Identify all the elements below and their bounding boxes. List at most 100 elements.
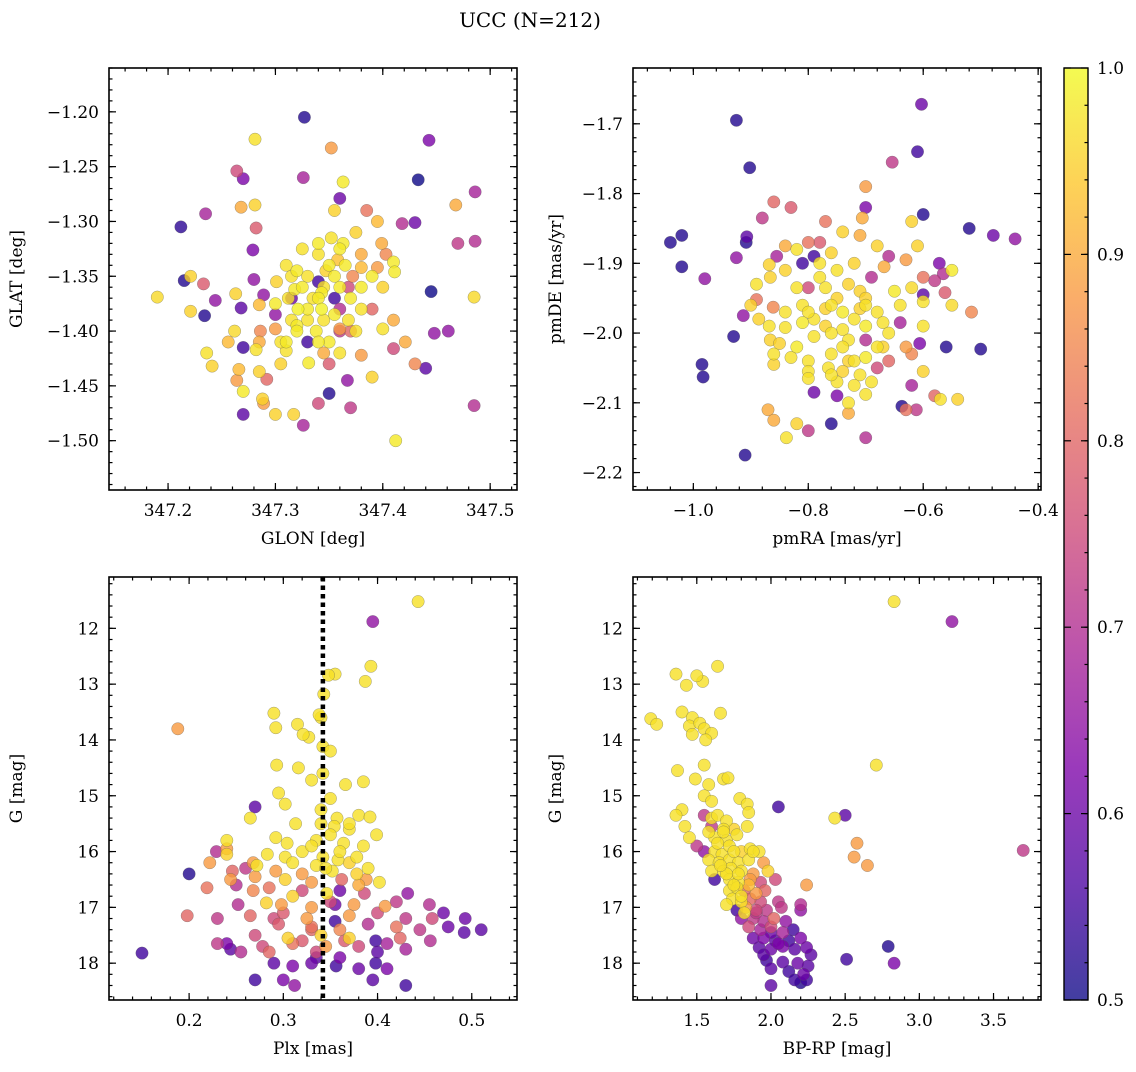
data-point bbox=[317, 313, 331, 327]
data-point bbox=[342, 909, 356, 923]
data-point bbox=[269, 831, 283, 845]
data-point bbox=[286, 856, 300, 870]
y-tick-label: 18 bbox=[77, 954, 99, 974]
data-point bbox=[746, 845, 760, 859]
data-point bbox=[714, 859, 727, 872]
data-point bbox=[358, 674, 372, 688]
data-point bbox=[267, 956, 281, 970]
data-point bbox=[230, 164, 244, 178]
x-tick-label: 3.0 bbox=[906, 1011, 933, 1031]
data-point bbox=[468, 185, 482, 199]
data-point bbox=[333, 280, 347, 294]
data-point bbox=[291, 302, 305, 316]
data-point bbox=[764, 962, 778, 976]
data-point bbox=[859, 351, 873, 364]
panel-cmd-plx: 0.2 0.3 0.4 0.5 12 13 14 15 16 17 18 Plx [mas] G [ma… bbox=[7, 576, 518, 1059]
data-point bbox=[893, 298, 907, 312]
x-tick-label: 347.4 bbox=[358, 501, 407, 521]
data-point bbox=[813, 256, 827, 270]
data-point bbox=[887, 956, 901, 970]
data-point bbox=[916, 364, 930, 378]
data-point bbox=[333, 242, 347, 256]
x-tick-label: 0.2 bbox=[176, 1011, 203, 1031]
data-point bbox=[182, 867, 196, 881]
data-point bbox=[333, 923, 347, 937]
data-point bbox=[268, 308, 282, 322]
data-point bbox=[427, 326, 441, 340]
points-sky bbox=[150, 110, 482, 448]
data-point bbox=[411, 173, 425, 187]
data-point bbox=[763, 270, 777, 284]
data-point bbox=[210, 937, 224, 951]
data-point bbox=[199, 207, 213, 221]
x-tick-label: −0.4 bbox=[1017, 501, 1058, 521]
data-point bbox=[356, 839, 370, 853]
data-point bbox=[354, 302, 368, 316]
y-tick-label: −1.40 bbox=[47, 322, 99, 342]
data-point bbox=[408, 216, 422, 230]
points-cmd-plx bbox=[135, 595, 488, 992]
data-point bbox=[279, 335, 293, 349]
data-point bbox=[340, 373, 354, 387]
y-tick-label: 18 bbox=[601, 954, 623, 974]
data-point bbox=[828, 811, 842, 825]
data-point bbox=[269, 864, 283, 878]
colorbar-gradient bbox=[1063, 67, 1089, 1001]
data-point bbox=[236, 407, 250, 421]
data-point bbox=[286, 889, 300, 903]
data-point bbox=[171, 722, 185, 736]
data-point bbox=[847, 256, 861, 270]
colorbar: 0.5 0.6 0.7 0.8 0.9 1.0 bbox=[1063, 59, 1124, 1011]
data-point bbox=[790, 281, 804, 295]
data-point bbox=[174, 220, 188, 234]
data-point bbox=[911, 239, 924, 253]
data-point bbox=[268, 297, 282, 311]
data-point bbox=[249, 221, 263, 235]
data-point bbox=[363, 810, 377, 824]
data-point bbox=[291, 761, 305, 775]
data-point bbox=[309, 324, 323, 338]
data-point bbox=[369, 934, 383, 948]
data-point bbox=[776, 926, 790, 939]
data-point bbox=[184, 304, 198, 318]
y-tick-label: −2.1 bbox=[582, 394, 623, 414]
data-point bbox=[184, 269, 198, 283]
data-point bbox=[911, 145, 924, 159]
data-point bbox=[376, 322, 390, 336]
data-point bbox=[847, 354, 861, 368]
data-point bbox=[370, 828, 384, 842]
data-point bbox=[824, 326, 838, 340]
y-tick-label: −1.9 bbox=[582, 254, 623, 274]
data-point bbox=[779, 914, 793, 928]
data-point bbox=[813, 270, 827, 284]
data-point bbox=[717, 825, 730, 839]
data-point bbox=[388, 265, 402, 279]
data-point bbox=[800, 878, 814, 892]
data-point bbox=[933, 392, 947, 406]
data-point bbox=[899, 340, 913, 354]
data-point bbox=[784, 351, 798, 364]
data-point bbox=[380, 937, 394, 951]
x-tick-label: 2.0 bbox=[757, 1011, 784, 1031]
data-point bbox=[411, 595, 425, 609]
data-point bbox=[311, 291, 325, 305]
data-point bbox=[752, 312, 766, 326]
data-point bbox=[248, 870, 262, 884]
x-axis-label: BP-RP [mag] bbox=[783, 1039, 892, 1059]
data-point bbox=[350, 850, 364, 864]
data-point bbox=[249, 343, 263, 357]
data-point bbox=[767, 347, 781, 361]
data-point bbox=[338, 258, 352, 272]
data-point bbox=[354, 348, 368, 362]
data-point bbox=[870, 305, 884, 319]
data-point bbox=[339, 778, 352, 792]
data-point bbox=[247, 273, 261, 286]
data-point bbox=[323, 828, 337, 842]
data-point bbox=[675, 705, 689, 719]
panels: 347.2 347.3 347.4 347.5 −1.20 −1.25 −1.30 −1.35… bbox=[7, 67, 1059, 1059]
data-point bbox=[295, 280, 309, 294]
y-tick-label: −2.0 bbox=[582, 324, 623, 344]
y-tick-label: 12 bbox=[601, 619, 623, 639]
data-point bbox=[274, 357, 288, 371]
data-point bbox=[915, 97, 928, 111]
